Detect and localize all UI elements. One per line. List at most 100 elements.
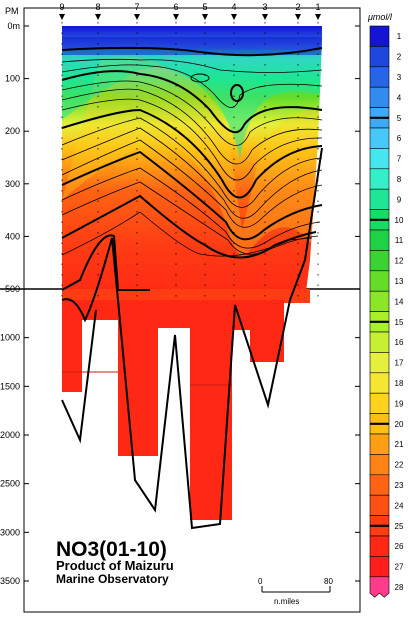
- colorbar-swatch: [369, 352, 390, 374]
- depth-tick-label: 300: [5, 179, 20, 189]
- depth-tick-label: 400: [5, 231, 20, 241]
- colorbar-label: 23: [395, 481, 404, 490]
- chart-subtitle-line2: Marine Observatory: [56, 572, 169, 586]
- colorbar-label: 18: [395, 379, 404, 388]
- colorbar-label: 9: [397, 195, 402, 204]
- station-marker-icon: [202, 14, 208, 20]
- colorbar-swatch: [369, 556, 390, 578]
- station-label: 5: [202, 2, 207, 12]
- colorbar-swatch: [369, 474, 390, 496]
- depth-tick-label: 500: [5, 284, 20, 294]
- colorbar-label: 1: [397, 32, 402, 41]
- scale-bar-end-label: 80: [324, 577, 333, 586]
- colorbar-swatch: [369, 454, 390, 476]
- colorbar-label: 26: [395, 542, 404, 551]
- depth-tick-label: 2000: [0, 430, 20, 440]
- colorbar-swatch: [369, 535, 390, 557]
- colorbar-label: 15: [395, 318, 404, 327]
- colorbar-label: 27: [395, 563, 404, 572]
- station-marker-icon: [295, 14, 301, 20]
- station-marker-icon: [315, 14, 321, 20]
- colorbar-label: 10: [395, 216, 404, 225]
- depth-axis: 0m 100 200 300 400 500 1000 1500 2000 2500 3000 350…: [0, 21, 360, 586]
- station-markers: 9 8 7 6 5 4 3 2 1: [59, 2, 321, 300]
- distance-scale-bar: 0 80 n.miles: [258, 577, 333, 606]
- colorbar-unit-label: μmol/l: [367, 12, 393, 22]
- station-marker-icon: [173, 14, 179, 20]
- colorbar-label: 3: [397, 73, 402, 82]
- colorbar-label: 16: [395, 338, 404, 347]
- depth-tick-label: 1500: [0, 381, 20, 391]
- colorbar-label: 22: [395, 461, 404, 470]
- colorbar-swatch: [369, 168, 390, 190]
- colorbar-swatch: [369, 25, 390, 47]
- colorbar-swatch: [369, 66, 390, 88]
- colorbar-label: 25: [395, 522, 404, 531]
- station-label: 4: [231, 2, 236, 12]
- colorbar-label: 2: [397, 53, 402, 62]
- colorbar-swatch: [369, 127, 390, 149]
- colorbar-swatch: [369, 148, 390, 170]
- depth-tick-label: 200: [5, 126, 20, 136]
- colorbar-label: 7: [397, 155, 402, 164]
- colorbar: 1234567891011121314151617181920212223242…: [369, 25, 404, 598]
- depth-tick-label: 0m: [7, 21, 20, 31]
- colorbar-swatch: [369, 331, 390, 353]
- station-label: 7: [134, 2, 139, 12]
- nitrate-trough-feature: [62, 56, 322, 260]
- station-marker-icon: [134, 14, 140, 20]
- nitrate-dome-feature: [62, 50, 322, 160]
- station-label: 2: [295, 2, 300, 12]
- chart-title: NO3(01-10): [56, 538, 167, 561]
- colorbar-label: 13: [395, 277, 404, 286]
- chart-subtitle-line1: Product of Maizuru: [56, 558, 174, 573]
- lower-water-section: [62, 289, 310, 520]
- colorbar-swatch: [369, 576, 390, 598]
- station-label: 3: [262, 2, 267, 12]
- colorbar-label: 20: [395, 420, 404, 429]
- station-label: 6: [173, 2, 178, 12]
- colorbar-swatch: [369, 290, 390, 312]
- scale-bar-start-label: 0: [258, 577, 263, 586]
- colorbar-swatch: [369, 433, 390, 455]
- contour-lines: [61, 46, 323, 291]
- colorbar-label: 19: [395, 399, 404, 408]
- depth-tick-label: 3500: [0, 576, 20, 586]
- colorbar-swatch: [369, 229, 390, 251]
- colorbar-swatch: [369, 270, 390, 292]
- colorbar-label: 6: [397, 134, 402, 143]
- colorbar-swatch: [369, 250, 390, 272]
- colorbar-label: 28: [395, 583, 404, 592]
- colorbar-swatch: [369, 494, 390, 516]
- colorbar-label: 4: [397, 93, 402, 102]
- colorbar-label: 17: [395, 359, 404, 368]
- colorbar-label: 8: [397, 175, 402, 184]
- colorbar-swatch: [369, 86, 390, 108]
- depth-tick-label: 2500: [0, 479, 20, 489]
- colorbar-label: 11: [395, 236, 404, 245]
- colorbar-label: 12: [395, 257, 404, 266]
- colorbar-swatch: [369, 46, 390, 68]
- station-marker-icon: [231, 14, 237, 20]
- colorbar-swatch: [369, 392, 390, 414]
- colorbar-label: 24: [395, 501, 404, 510]
- station-label: 8: [95, 2, 100, 12]
- upper-water-section: [62, 26, 322, 300]
- station-marker-icon: [59, 14, 65, 20]
- station-marker-icon: [95, 14, 101, 20]
- depth-tick-label: 100: [5, 74, 20, 84]
- plot-frame: [23, 7, 361, 613]
- colorbar-swatch: [369, 372, 390, 394]
- colorbar-label: 14: [395, 297, 404, 306]
- scale-bar-unit-label: n.miles: [274, 597, 299, 606]
- station-label: 1: [315, 2, 320, 12]
- colorbar-label: 21: [395, 440, 404, 449]
- station-label: 9: [59, 2, 64, 12]
- station-axis-label: PM: [5, 6, 19, 16]
- depth-tick-label: 1000: [0, 333, 20, 343]
- colorbar-label: 5: [397, 114, 402, 123]
- station-marker-icon: [262, 14, 268, 20]
- depth-tick-label: 3000: [0, 527, 20, 537]
- bottom-topography-line-left: [61, 309, 97, 444]
